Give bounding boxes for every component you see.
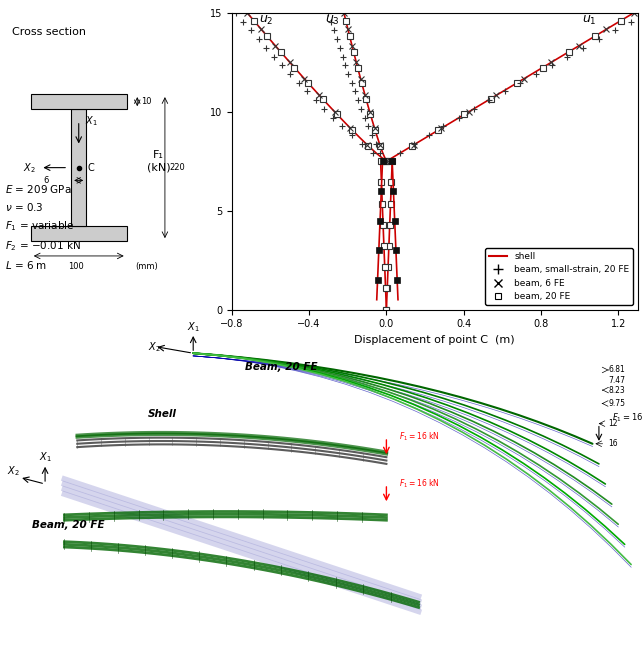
Text: 16: 16: [609, 439, 618, 448]
Text: $X_2$: $X_2$: [148, 340, 161, 353]
Text: 12: 12: [609, 419, 618, 428]
Text: $F_1 = 16$ kN: $F_1 = 16$ kN: [612, 412, 644, 424]
Bar: [31, 94, 127, 109]
Text: $X_1$: $X_1$: [39, 450, 52, 464]
Text: $E$ = 209 GPa
$\nu$ = 0.3
$F_1$ = variable
$F_2$ = −0.01 kN
$L$ = 6 m: $E$ = 209 GPa $\nu$ = 0.3 $F_1$ = variab…: [5, 183, 81, 271]
Text: 10: 10: [142, 97, 152, 106]
Text: Beam, 20 FE: Beam, 20 FE: [32, 520, 105, 530]
Text: $u_3$: $u_3$: [325, 14, 339, 27]
Text: $X_2$: $X_2$: [6, 464, 19, 478]
Text: Beam, 20 FE: Beam, 20 FE: [245, 362, 317, 372]
Text: 6.81: 6.81: [609, 366, 625, 375]
Text: $F_1 = 16$ kN: $F_1 = 16$ kN: [399, 431, 440, 443]
Text: $X_1$: $X_1$: [187, 320, 200, 333]
Text: 100: 100: [68, 262, 84, 271]
Text: 9.75: 9.75: [609, 399, 625, 408]
Text: $X_2$: $X_2$: [23, 161, 36, 175]
Text: 220: 220: [169, 163, 185, 172]
X-axis label: Displacement of point C  (m): Displacement of point C (m): [354, 335, 515, 345]
Text: $u_1$: $u_1$: [582, 14, 596, 27]
Bar: [31, 226, 127, 241]
Y-axis label: F₁
(kN): F₁ (kN): [147, 150, 171, 172]
Text: 6: 6: [44, 176, 49, 185]
Text: $F_1 = 16$ kN: $F_1 = 16$ kN: [399, 478, 440, 490]
Text: C: C: [87, 163, 94, 173]
Text: (mm): (mm): [135, 262, 158, 271]
Text: Shell: Shell: [148, 409, 177, 419]
Text: 7.47: 7.47: [609, 375, 625, 384]
Text: $X_1$: $X_1$: [85, 114, 98, 128]
Text: 8.23: 8.23: [609, 386, 625, 395]
Bar: [71, 109, 86, 226]
Text: Cross section: Cross section: [12, 26, 86, 37]
Text: $u_2$: $u_2$: [260, 14, 274, 27]
Legend: shell, beam, small-strain, 20 FE, beam, 6 FE, beam, 20 FE: shell, beam, small-strain, 20 FE, beam, …: [486, 248, 633, 305]
